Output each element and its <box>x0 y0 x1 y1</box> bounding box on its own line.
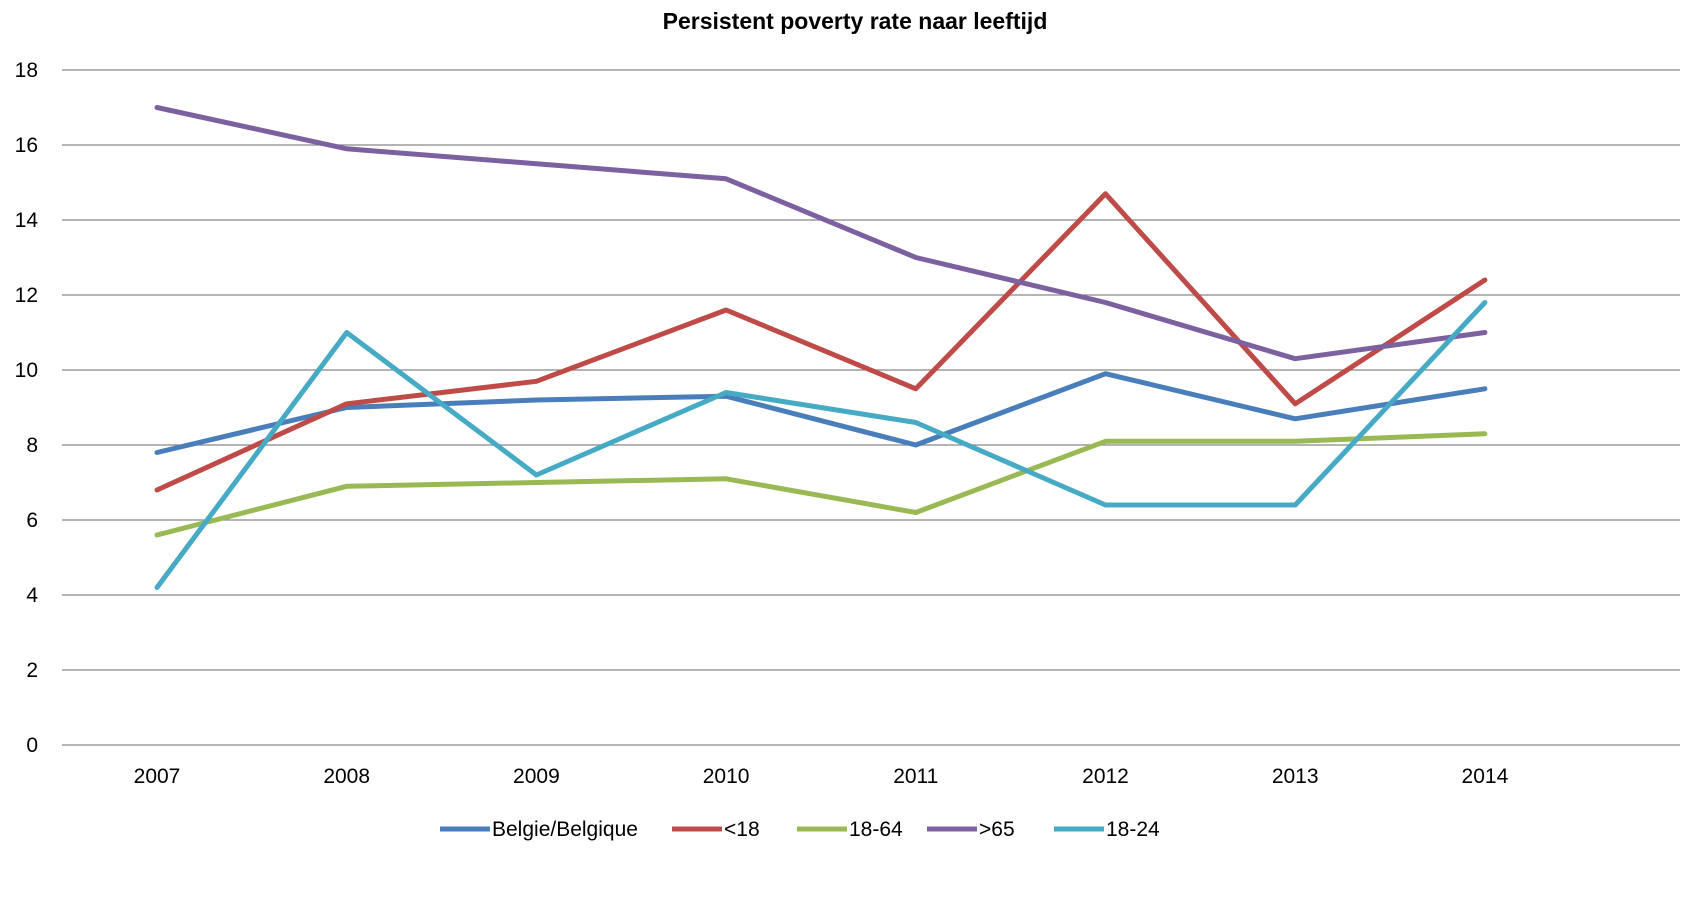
y-tick-label: 4 <box>26 584 38 607</box>
chart-title: Persistent poverty rate naar leeftijd <box>663 8 1048 34</box>
y-tick-label: 2 <box>26 659 38 682</box>
series-line-0 <box>154 371 1488 455</box>
x-tick-label: 2007 <box>134 765 181 788</box>
legend-label: 18-64 <box>849 818 903 841</box>
x-tick-label: 2013 <box>1272 765 1319 788</box>
y-tick-label: 0 <box>26 734 38 757</box>
legend-label: <18 <box>724 818 760 841</box>
gridlines <box>62 69 1680 746</box>
y-axis-labels: 0 2 4 6 8 10 12 14 16 18 <box>15 59 39 757</box>
y-tick-label: 12 <box>15 284 38 307</box>
legend-label: 18-24 <box>1106 818 1160 841</box>
y-tick-label: 6 <box>26 509 38 532</box>
legend: Belgie/Belgique <18 18-64 >65 18-24 <box>440 818 1160 841</box>
x-tick-label: 2010 <box>703 765 750 788</box>
series-line-3 <box>154 105 1488 362</box>
y-tick-label: 18 <box>15 59 38 82</box>
y-tick-label: 14 <box>15 209 39 232</box>
y-tick-label: 16 <box>15 134 38 157</box>
x-axis-labels: 2007 2008 2009 2010 2011 2012 2013 2014 <box>134 765 1509 788</box>
x-tick-label: 2008 <box>323 765 370 788</box>
series-line-4 <box>154 300 1488 590</box>
y-tick-label: 10 <box>15 359 38 382</box>
series-line-1 <box>154 191 1488 493</box>
series-lines <box>154 105 1488 590</box>
legend-label: Belgie/Belgique <box>492 818 638 841</box>
x-tick-label: 2014 <box>1462 765 1509 788</box>
x-tick-label: 2009 <box>513 765 560 788</box>
x-tick-label: 2012 <box>1082 765 1129 788</box>
legend-label: >65 <box>979 818 1015 841</box>
series-line-2 <box>154 431 1488 538</box>
y-tick-label: 8 <box>26 434 38 457</box>
x-tick-label: 2011 <box>893 765 938 788</box>
